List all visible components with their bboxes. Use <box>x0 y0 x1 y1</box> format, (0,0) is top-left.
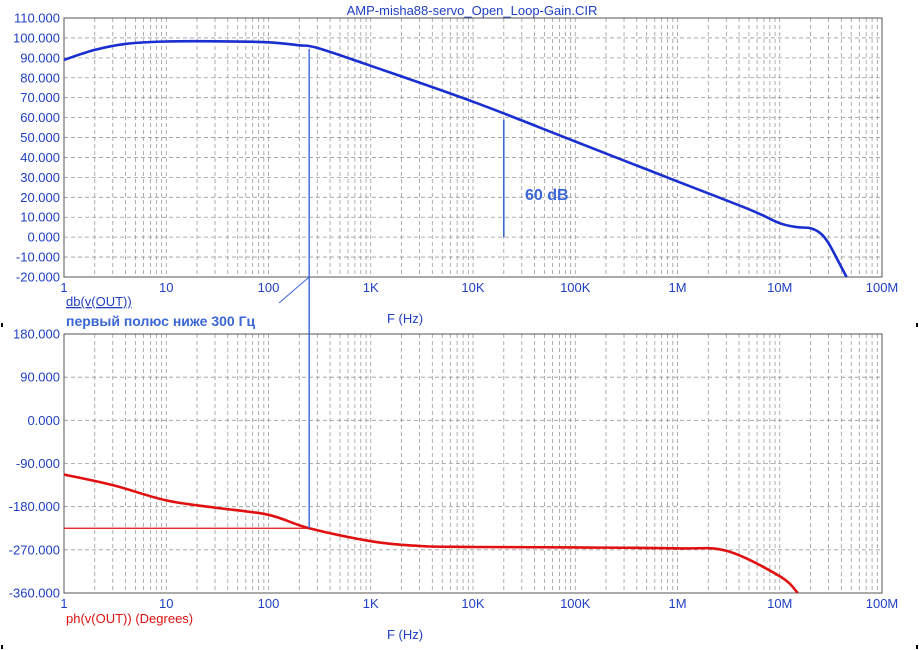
gain-60db-label: 60 dB <box>525 187 569 204</box>
corner-mark <box>916 645 918 649</box>
phase-x-tick-label: 1 <box>60 596 67 611</box>
phase-series-line <box>64 473 799 593</box>
annotations <box>278 48 505 529</box>
phase-y-tick-label: -360.000 <box>9 586 60 601</box>
corner-mark <box>916 323 918 327</box>
gain-x-tick-label: 10 <box>159 280 173 295</box>
gain-plot-marks <box>64 39 848 277</box>
phase-x-tick-label: 10M <box>767 596 792 611</box>
phase-y-tick-label: 90.000 <box>20 370 60 385</box>
phase-x-tick-label: 10K <box>461 596 484 611</box>
gain-y-tick-label: 100.000 <box>13 30 60 45</box>
gain-y-tick-label: 90.000 <box>20 50 60 65</box>
phase-plot-grid: 1 10 100 1K 10K 100K 1M 10M 100M 180.000 90.000 0.0… <box>9 327 899 612</box>
gain-x-tick-label: 1 <box>60 280 67 295</box>
gain-x-tick-label: 100M <box>866 280 899 295</box>
corner-mark <box>1 645 3 649</box>
phase-x-axis-label: F (Hz) <box>387 627 423 642</box>
gain-x-axis-label: F (Hz) <box>387 311 423 326</box>
gain-plot-frame <box>63 17 883 278</box>
gain-y-tick-label: 50.000 <box>20 130 60 145</box>
window-corner-marks <box>1 323 918 649</box>
corner-mark <box>1 323 3 327</box>
phase-x-tick-label: 1K <box>363 596 379 611</box>
gain-y-tick-label: 40.000 <box>20 150 60 165</box>
phase-y-tick-label: -90.000 <box>16 456 60 471</box>
gain-x-tick-label: 1K <box>363 280 379 295</box>
gain-y-tick-label: 0.000 <box>27 230 60 245</box>
gain-y-tick-label: -20.000 <box>16 270 60 285</box>
phase-series-label: ph(v(OUT)) (Degrees) <box>66 611 193 626</box>
gain-x-tick-label: 1M <box>668 280 686 295</box>
pole-annotation-label: первый полюс ниже 300 Гц <box>66 313 256 329</box>
phase-x-tick-label: 100 <box>258 596 280 611</box>
gain-series-label: db(v(OUT)) <box>66 294 132 309</box>
gain-x-tick-label: 10M <box>767 280 792 295</box>
phase-plot-marks <box>64 473 799 593</box>
gain-y-tick-label: 20.000 <box>20 190 60 205</box>
phase-plot-frame <box>63 333 883 594</box>
gain-y-tick-label: 10.000 <box>20 210 60 225</box>
gain-series-line <box>64 39 848 277</box>
phase-y-tick-label: -270.000 <box>9 542 60 557</box>
gain-y-tick-label: 80.000 <box>20 70 60 85</box>
gain-x-tick-label: 100 <box>258 280 280 295</box>
phase-x-tick-label: 1M <box>668 596 686 611</box>
gain-y-tick-label: 70.000 <box>20 90 60 105</box>
phase-x-tick-label: 100M <box>866 596 899 611</box>
phase-y-tick-label: 180.000 <box>13 327 60 342</box>
gain-y-tick-label: 110.000 <box>14 11 60 26</box>
gain-y-tick-label: 30.000 <box>20 170 60 185</box>
phase-x-tick-label: 100K <box>560 596 591 611</box>
phase-x-tick-label: 10 <box>159 596 173 611</box>
pole-leader-line <box>278 276 310 304</box>
phase-y-tick-label: 0.000 <box>27 413 60 428</box>
window-title: AMP-misha88-servo_Open_Loop-Gain.CIR <box>347 3 598 18</box>
gain-y-tick-label: 60.000 <box>20 110 60 125</box>
gain-x-tick-label: 10K <box>461 280 484 295</box>
phase-y-tick-label: -180.000 <box>9 499 60 514</box>
gain-y-tick-label: -10.000 <box>16 250 60 265</box>
gain-x-tick-label: 100K <box>560 280 591 295</box>
gain-plot-grid: 1 10 100 1K 10K 100K 1M 10M 100M 110.000 100.000 90… <box>13 11 898 296</box>
